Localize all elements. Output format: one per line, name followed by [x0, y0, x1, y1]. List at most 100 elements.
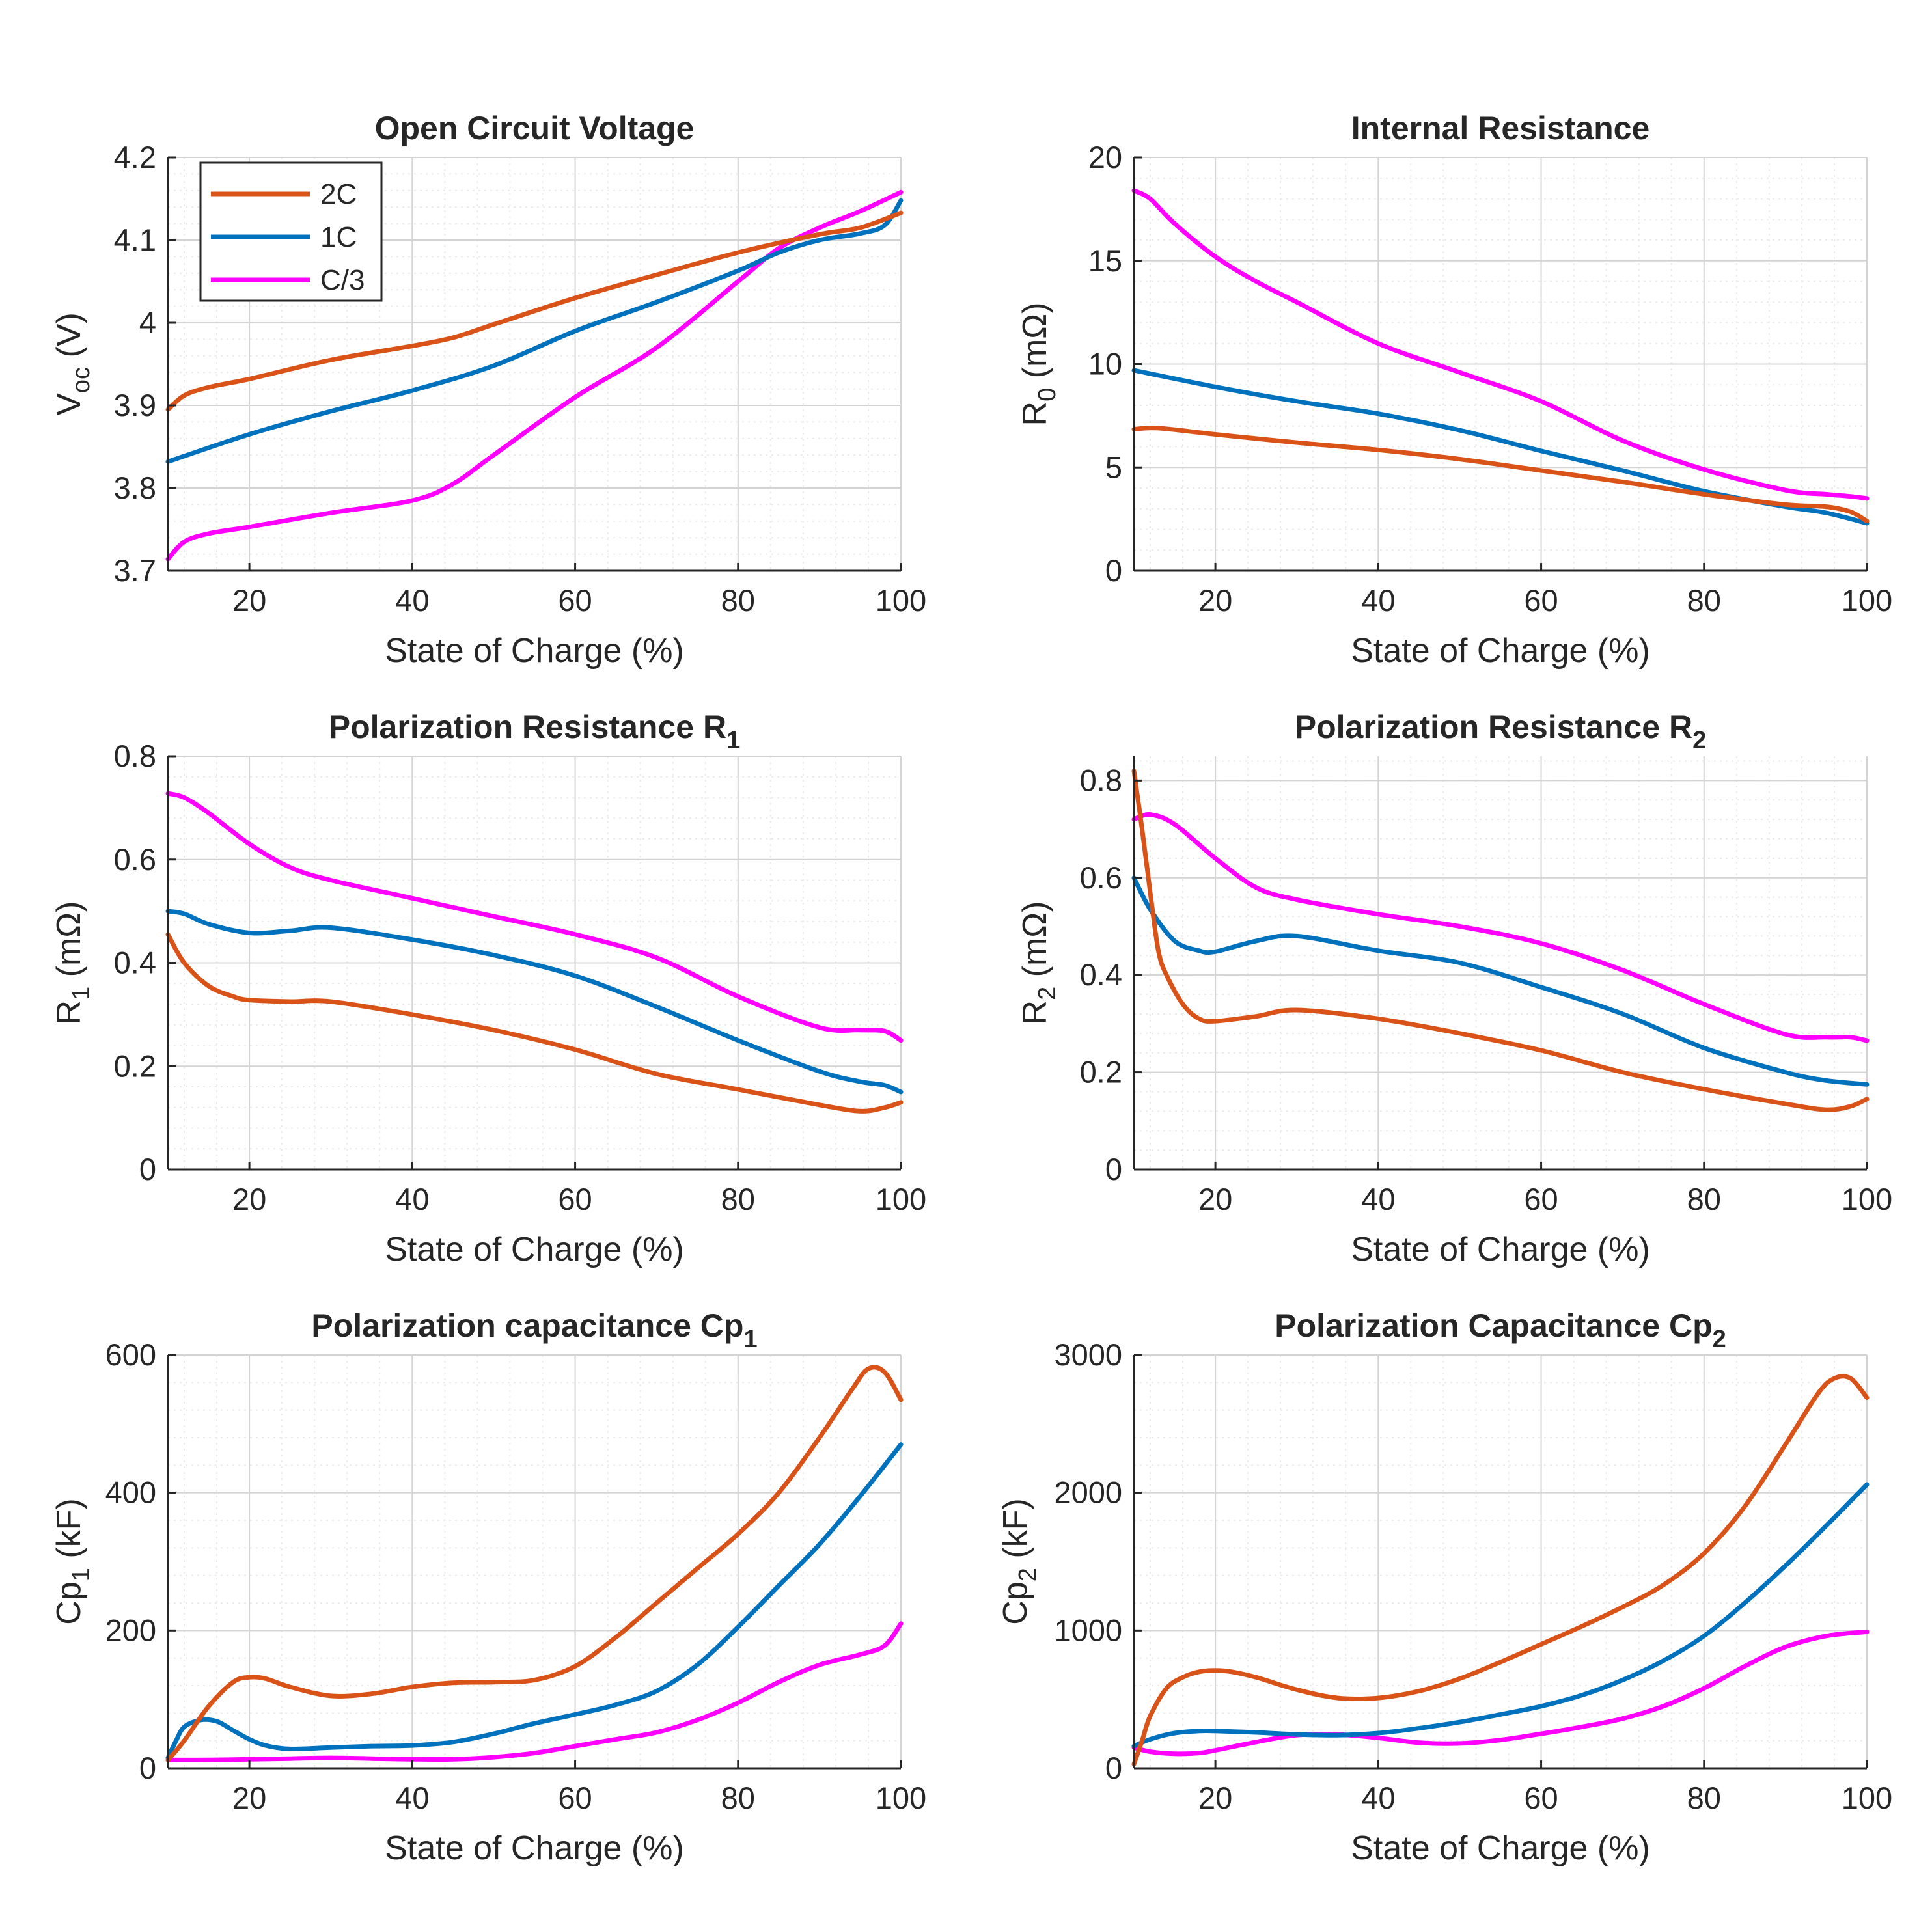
panel-5: 20 40 60 80 100 0 200 400 600 Polarization capaci…	[50, 1307, 926, 1867]
series-line-1C	[165, 909, 904, 1095]
plot-area	[1134, 756, 1867, 1169]
x-tick-label: 60	[1524, 1781, 1558, 1815]
x-tick-label: 20	[232, 1182, 266, 1216]
series-line-2C	[1131, 1374, 1870, 1767]
series-line-C3	[165, 791, 904, 1043]
y-tick-label: 200	[105, 1613, 156, 1647]
y-tick-label: 600	[105, 1337, 156, 1372]
y-axis-label: R2 (mΩ)	[1016, 901, 1061, 1025]
x-axis-label: State of Charge (%)	[385, 632, 684, 670]
panel-2: 20 40 60 80 100 0 5 10 15 20 Internal Resistance St…	[1016, 110, 1892, 670]
panel-1: 20 40 60 80 100 3.7 3.8 3.9 4 4.1 4.2 Open Circuit …	[50, 110, 926, 670]
x-tick-label: 40	[395, 1781, 429, 1815]
y-tick-label: 0.6	[1080, 860, 1122, 895]
grid	[1134, 756, 1868, 1170]
x-tick-label: 60	[558, 583, 592, 618]
y-tick-label: 0	[1105, 1751, 1122, 1785]
series-line-2C	[165, 1365, 904, 1762]
x-axis-label: State of Charge (%)	[1351, 632, 1650, 670]
series-line-2C	[1131, 426, 1870, 524]
x-tick-label: 60	[1524, 1182, 1558, 1216]
panel-3: 20 40 60 80 100 0 0.2 0.4 0.6 0.8 Polarization Res…	[50, 709, 926, 1268]
x-tick-label: 80	[721, 1781, 755, 1815]
y-tick-label: 3.8	[114, 471, 156, 505]
x-tick-label: 60	[558, 1182, 592, 1216]
x-tick-label: 100	[876, 583, 926, 618]
y-tick-label: 0.8	[114, 739, 156, 773]
x-tick-label: 80	[1687, 1781, 1721, 1815]
y-tick-label: 10	[1088, 347, 1122, 381]
y-tick-label: 0.4	[114, 946, 156, 980]
x-axis-label: State of Charge (%)	[385, 1231, 684, 1268]
y-tick-label: 3.9	[114, 388, 156, 422]
x-tick-label: 40	[395, 1182, 429, 1216]
x-tick-label: 60	[558, 1781, 592, 1815]
y-axis-label: Cp2 (kF)	[997, 1498, 1042, 1624]
y-tick-label: 0.6	[114, 842, 156, 877]
chart-title: Polarization Capacitance Cp2	[1275, 1307, 1726, 1353]
y-tick-label: 1000	[1054, 1613, 1122, 1647]
x-tick-label: 100	[876, 1182, 926, 1216]
x-axis-label: State of Charge (%)	[385, 1829, 684, 1867]
y-tick-label: 0	[139, 1152, 156, 1186]
y-tick-label: 2000	[1054, 1475, 1122, 1510]
chart-title: Polarization Resistance R2	[1295, 709, 1706, 754]
grid	[168, 1354, 902, 1769]
x-tick-label: 100	[876, 1781, 926, 1815]
y-axis-label: R1 (mΩ)	[50, 901, 95, 1025]
series-line-C3	[1131, 1629, 1870, 1757]
plot-area	[168, 1355, 901, 1768]
legend-label: C/3	[320, 264, 365, 296]
y-tick-label: 400	[105, 1475, 156, 1510]
y-tick-label: 0.2	[114, 1048, 156, 1083]
series-line-2C	[1131, 768, 1870, 1112]
series-line-1C	[1131, 875, 1870, 1087]
x-tick-label: 20	[1198, 1781, 1232, 1815]
y-axis-label: Cp1 (kF)	[50, 1498, 95, 1624]
y-tick-label: 0.4	[1080, 957, 1122, 992]
legend-label: 2C	[320, 178, 357, 210]
y-tick-label: 0	[1105, 553, 1122, 588]
chart-title: Polarization Resistance R1	[329, 709, 740, 754]
x-tick-label: 20	[1198, 583, 1232, 618]
x-tick-label: 80	[1687, 583, 1721, 618]
y-tick-label: 4	[139, 305, 156, 340]
y-tick-label: 4.2	[114, 140, 156, 174]
y-tick-label: 0	[1105, 1152, 1122, 1186]
chart-title: Open Circuit Voltage	[375, 110, 695, 146]
x-tick-label: 40	[1361, 1781, 1395, 1815]
y-tick-label: 5	[1105, 450, 1122, 484]
x-axis-label: State of Charge (%)	[1351, 1829, 1650, 1867]
y-axis-label: Voc (V)	[50, 312, 95, 416]
x-tick-label: 40	[395, 583, 429, 618]
chart-title: Polarization capacitance Cp1	[311, 1307, 757, 1353]
x-tick-label: 100	[1842, 1182, 1892, 1216]
chart-title: Internal Resistance	[1351, 110, 1650, 146]
x-tick-label: 20	[1198, 1182, 1232, 1216]
x-tick-label: 20	[232, 1781, 266, 1815]
series-line-C3	[1131, 188, 1870, 501]
y-tick-label: 3000	[1054, 1337, 1122, 1372]
y-tick-label: 15	[1088, 243, 1122, 278]
y-axis-label: R0 (mΩ)	[1016, 303, 1061, 426]
series-line-2C	[165, 932, 904, 1114]
x-tick-label: 40	[1361, 1182, 1395, 1216]
legend-label: 1C	[320, 221, 357, 253]
series-line-1C	[165, 198, 904, 464]
series-line-2C	[165, 210, 904, 412]
grid	[168, 756, 902, 1170]
y-tick-label: 3.7	[114, 553, 156, 588]
x-axis-label: State of Charge (%)	[1351, 1231, 1650, 1268]
y-tick-label: 0.8	[1080, 763, 1122, 797]
legend: 2C 1C C/3	[199, 161, 383, 302]
x-tick-label: 80	[721, 583, 755, 618]
series-line-1C	[165, 1442, 904, 1760]
series-line-1C	[1131, 1482, 1870, 1749]
y-tick-label: 20	[1088, 140, 1122, 174]
x-tick-label: 80	[1687, 1182, 1721, 1216]
x-tick-label: 60	[1524, 583, 1558, 618]
x-tick-label: 80	[721, 1182, 755, 1216]
series-line-C3	[165, 1621, 904, 1762]
x-tick-label: 20	[232, 583, 266, 618]
